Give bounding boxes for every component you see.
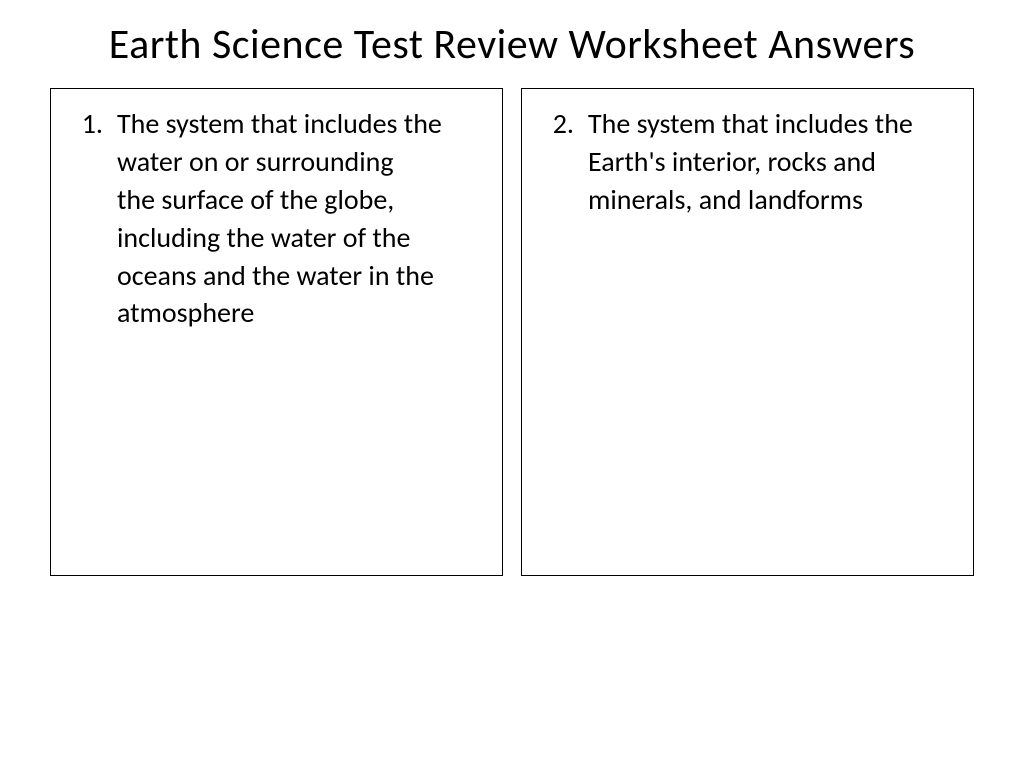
answer-columns: 1. The system that includes the water on… <box>50 88 974 576</box>
answer-item: 1. The system that includes the water on… <box>71 105 482 332</box>
answer-box-2: 2. The system that includes the Earth's … <box>521 88 974 576</box>
item-number: 1. <box>71 105 117 332</box>
page-title: Earth Science Test Review Worksheet Answ… <box>50 20 974 70</box>
item-text: The system that includes the water on or… <box>117 105 482 332</box>
answer-box-1: 1. The system that includes the water on… <box>50 88 503 576</box>
item-text: The system that includes the Earth's int… <box>588 105 953 218</box>
item-number: 2. <box>542 105 588 218</box>
answer-item: 2. The system that includes the Earth's … <box>542 105 953 218</box>
